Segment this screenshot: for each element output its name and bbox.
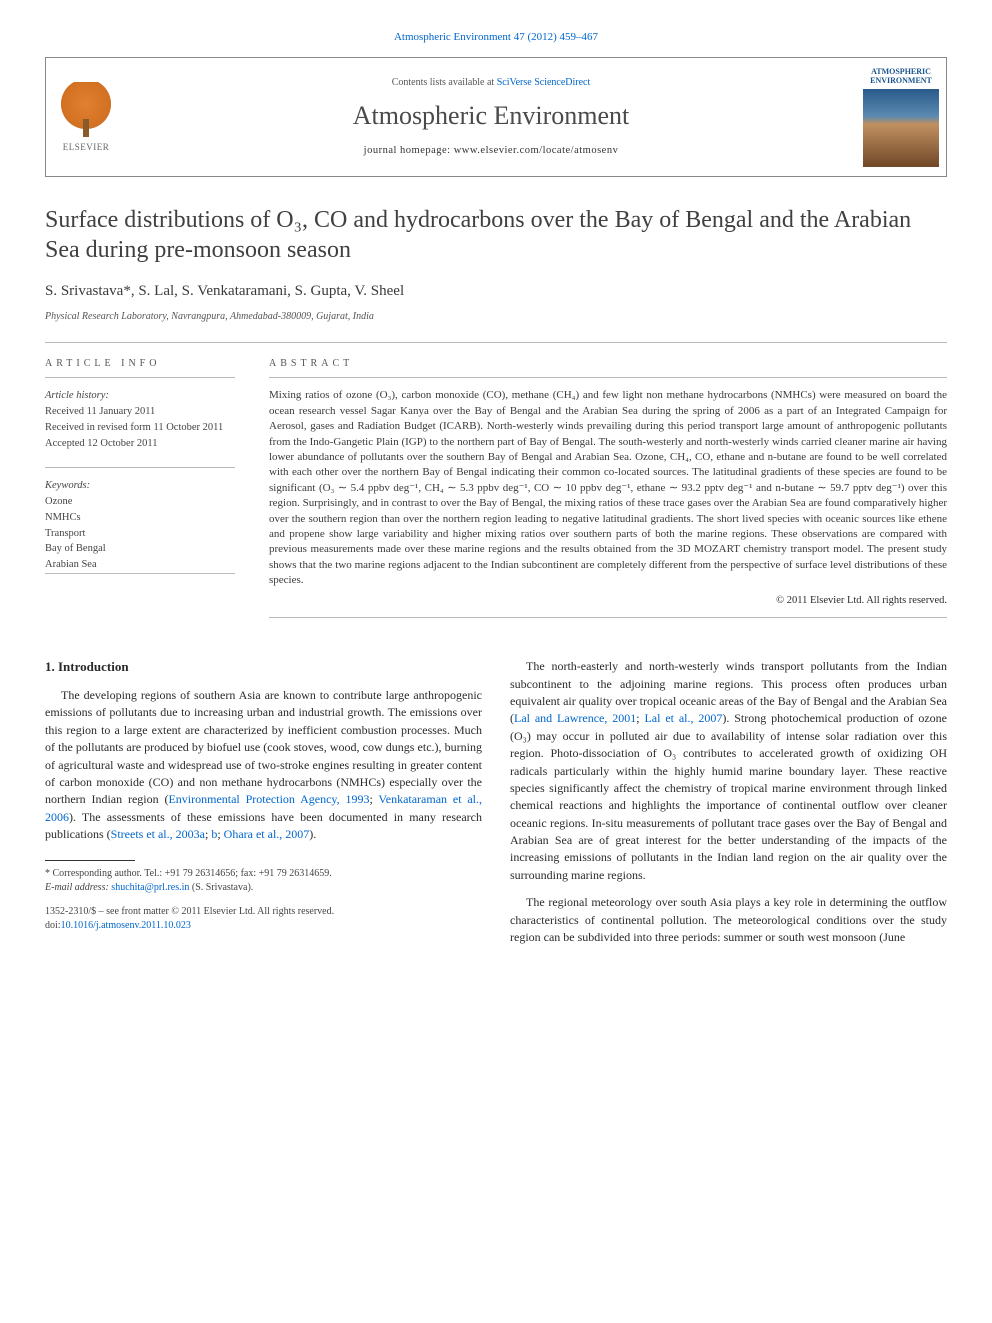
sciencedirect-link[interactable]: SciVerse ScienceDirect (497, 77, 591, 88)
corr-line: * Corresponding author. Tel.: +91 79 263… (45, 867, 482, 881)
email-suffix: (S. Srivastava). (189, 882, 253, 893)
divider (269, 377, 947, 378)
keyword: NMHCs (45, 510, 235, 526)
abstract-label: ABSTRACT (269, 357, 947, 371)
meta-abstract-row: ARTICLE INFO Article history: Received 1… (45, 357, 947, 628)
citation-link[interactable]: Ohara et al., 2007 (224, 827, 310, 841)
text: ). Strong photochemical production of oz… (510, 711, 947, 882)
citation-link[interactable]: Environmental Protection Agency, 1993 (168, 792, 369, 806)
footer-block: * Corresponding author. Tel.: +91 79 263… (45, 860, 482, 933)
keyword: Ozone (45, 494, 235, 510)
divider (269, 617, 947, 618)
journal-ref-link[interactable]: Atmospheric Environment 47 (2012) 459–46… (394, 31, 598, 43)
text: ). (309, 827, 316, 841)
homepage-url: www.elsevier.com/locate/atmosenv (454, 145, 619, 156)
keyword: Arabian Sea (45, 557, 235, 573)
journal-reference: Atmospheric Environment 47 (2012) 459–46… (45, 30, 947, 45)
history-revised: Received in revised form 11 October 2011 (45, 420, 235, 436)
email-label: E-mail address: (45, 882, 111, 893)
doi-link[interactable]: 10.1016/j.atmosenv.2011.10.023 (61, 920, 191, 931)
intro-paragraph: The north-easterly and north-westerly wi… (510, 658, 947, 884)
publisher-logo: ELSEVIER (46, 58, 126, 176)
citation-link[interactable]: Lal and Lawrence, 2001 (514, 711, 636, 725)
citation-link[interactable]: Streets et al., 2003a (111, 827, 205, 841)
author-list: S. Srivastava*, S. Lal, S. Venkataramani… (45, 281, 947, 302)
intro-heading: 1. Introduction (45, 658, 482, 677)
article-title: Surface distributions of O₃, CO and hydr… (45, 205, 947, 265)
intro-paragraph: The regional meteorology over south Asia… (510, 894, 947, 946)
abstract-text: Mixing ratios of ozone (O₃), carbon mono… (269, 388, 947, 588)
doi-line: doi:10.1016/j.atmosenv.2011.10.023 (45, 919, 482, 933)
elsevier-tree-icon (61, 82, 111, 137)
divider (45, 467, 235, 468)
intro-paragraph: The developing regions of southern Asia … (45, 687, 482, 844)
divider (45, 342, 947, 343)
homepage-prefix: journal homepage: (364, 145, 454, 156)
contents-prefix: Contents lists available at (392, 77, 497, 88)
keyword: Bay of Bengal (45, 541, 235, 557)
divider (45, 573, 235, 574)
history-received: Received 11 January 2011 (45, 404, 235, 420)
cover-image (863, 89, 939, 167)
header-center: Contents lists available at SciVerse Sci… (126, 58, 856, 176)
abstract-column: ABSTRACT Mixing ratios of ozone (O₃), ca… (269, 357, 947, 628)
affiliation: Physical Research Laboratory, Navrangpur… (45, 310, 947, 324)
journal-header: ELSEVIER Contents lists available at Sci… (45, 57, 947, 177)
footer-divider (45, 860, 135, 861)
divider (45, 377, 235, 378)
history-title: Article history: (45, 388, 235, 404)
keywords-title: Keywords: (45, 478, 235, 494)
corresponding-author-footer: * Corresponding author. Tel.: +91 79 263… (45, 867, 482, 895)
publisher-name: ELSEVIER (63, 141, 110, 154)
email-line: E-mail address: shuchita@prl.res.in (S. … (45, 881, 482, 895)
abstract-copyright: © 2011 Elsevier Ltd. All rights reserved… (269, 594, 947, 609)
email-link[interactable]: shuchita@prl.res.in (111, 882, 189, 893)
contents-lists-line: Contents lists available at SciVerse Sci… (392, 76, 591, 90)
text: The developing regions of southern Asia … (45, 688, 482, 806)
journal-name: Atmospheric Environment (353, 98, 630, 134)
issn-line: 1352-2310/$ – see front matter © 2011 El… (45, 905, 482, 919)
history-accepted: Accepted 12 October 2011 (45, 436, 235, 452)
journal-homepage: journal homepage: www.elsevier.com/locat… (364, 144, 619, 159)
article-info-label: ARTICLE INFO (45, 357, 235, 371)
article-history: Article history: Received 11 January 201… (45, 388, 235, 451)
citation-link[interactable]: Lal et al., 2007 (644, 711, 722, 725)
keyword: Transport (45, 526, 235, 542)
journal-cover-thumbnail: ATMOSPHERIC ENVIRONMENT (856, 58, 946, 176)
keywords-block: Keywords: Ozone NMHCs Transport Bay of B… (45, 478, 235, 573)
doi-prefix: doi: (45, 920, 61, 931)
doi-block: 1352-2310/$ – see front matter © 2011 El… (45, 905, 482, 933)
body-text: 1. Introduction The developing regions o… (45, 658, 947, 946)
cover-label: ATMOSPHERIC ENVIRONMENT (862, 68, 940, 86)
article-info-column: ARTICLE INFO Article history: Received 1… (45, 357, 235, 628)
